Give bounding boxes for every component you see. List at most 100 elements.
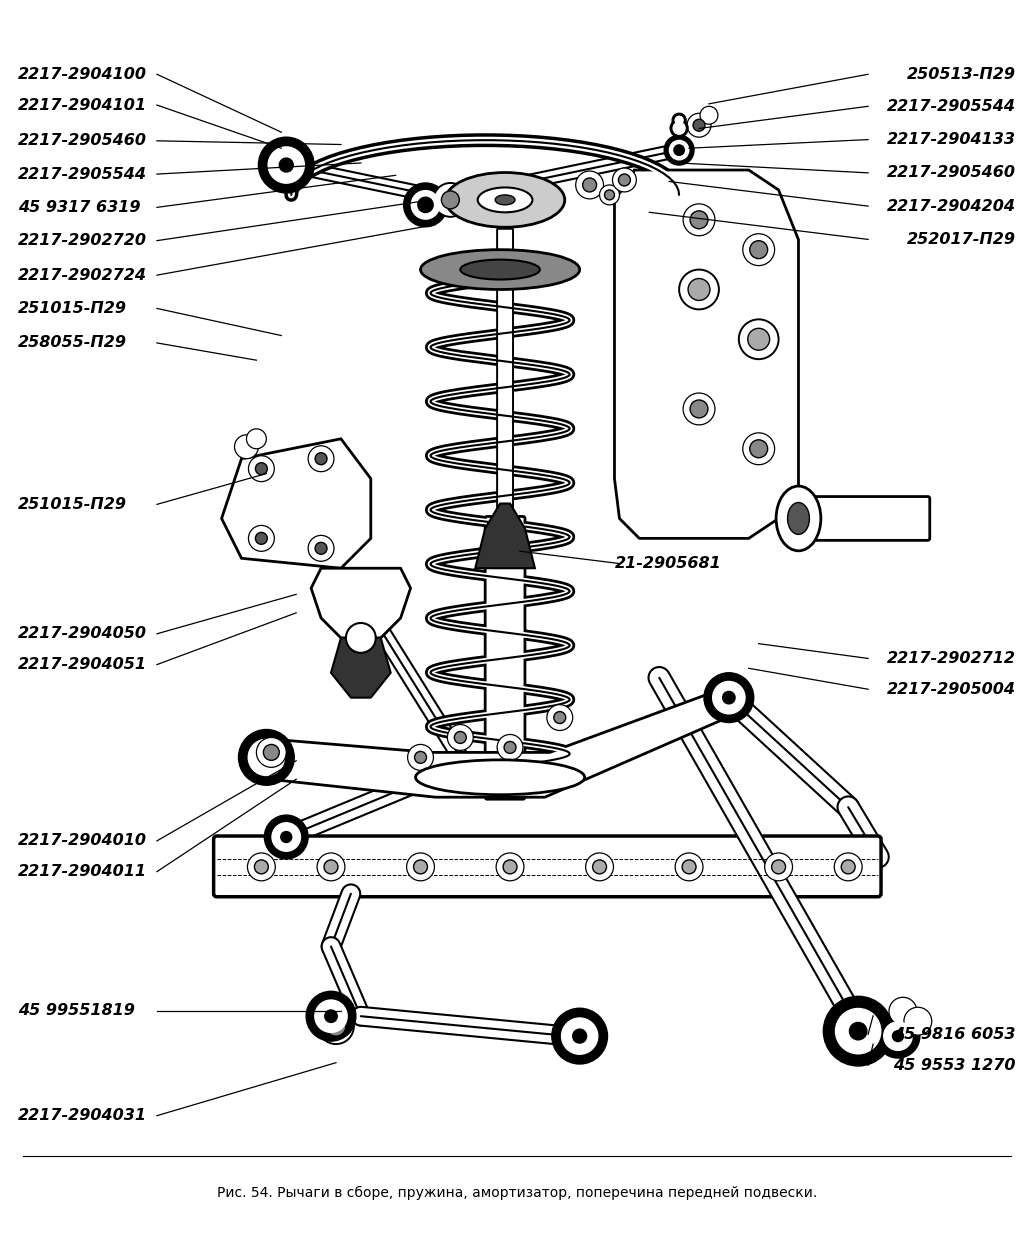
Ellipse shape	[239, 729, 295, 785]
Circle shape	[585, 853, 613, 880]
FancyBboxPatch shape	[214, 836, 881, 896]
Circle shape	[600, 184, 619, 204]
Circle shape	[687, 114, 711, 137]
Text: 2217-2904011: 2217-2904011	[19, 864, 147, 879]
Text: 252017-П29: 252017-П29	[907, 232, 1015, 246]
Circle shape	[683, 392, 714, 425]
Circle shape	[605, 189, 614, 199]
Circle shape	[246, 428, 267, 448]
Circle shape	[771, 860, 786, 874]
Circle shape	[592, 860, 607, 874]
Ellipse shape	[850, 1023, 866, 1040]
Ellipse shape	[823, 997, 893, 1066]
Text: 2217-2904050: 2217-2904050	[19, 626, 147, 641]
Circle shape	[679, 270, 719, 310]
Ellipse shape	[561, 1018, 598, 1055]
Circle shape	[688, 279, 710, 301]
Circle shape	[690, 210, 708, 229]
Circle shape	[315, 453, 327, 464]
Circle shape	[904, 1008, 932, 1035]
Circle shape	[690, 400, 708, 418]
Text: 2217-2905460: 2217-2905460	[887, 166, 1015, 181]
Circle shape	[669, 140, 689, 160]
Ellipse shape	[279, 158, 294, 172]
Circle shape	[742, 234, 774, 266]
Text: 45 9816 6053: 45 9816 6053	[893, 1026, 1015, 1042]
Text: 2217-2904133: 2217-2904133	[887, 132, 1015, 147]
Circle shape	[889, 998, 917, 1025]
Ellipse shape	[258, 137, 314, 193]
Ellipse shape	[788, 503, 810, 535]
Circle shape	[318, 1008, 354, 1044]
Ellipse shape	[260, 750, 273, 764]
Text: 2217-2905544: 2217-2905544	[887, 99, 1015, 114]
Circle shape	[255, 532, 268, 545]
Circle shape	[256, 738, 286, 768]
Circle shape	[582, 178, 597, 192]
Text: 2217-2902724: 2217-2902724	[19, 267, 147, 282]
Circle shape	[842, 860, 855, 874]
Circle shape	[670, 119, 688, 137]
Circle shape	[693, 119, 705, 131]
Circle shape	[346, 623, 375, 652]
Text: 258055-П29: 258055-П29	[19, 335, 127, 350]
Circle shape	[618, 175, 631, 186]
Circle shape	[675, 116, 683, 124]
Text: 2217-2904101: 2217-2904101	[19, 98, 147, 113]
FancyBboxPatch shape	[497, 229, 513, 550]
Text: 251015-П29: 251015-П29	[19, 301, 127, 316]
Circle shape	[235, 435, 258, 459]
Text: 45 9317 6319: 45 9317 6319	[19, 199, 141, 215]
FancyBboxPatch shape	[485, 516, 525, 800]
Polygon shape	[221, 438, 371, 568]
Text: 2217-2904051: 2217-2904051	[19, 657, 147, 672]
Circle shape	[675, 853, 703, 880]
Text: 2217-2905460: 2217-2905460	[19, 134, 147, 149]
Circle shape	[254, 860, 269, 874]
Ellipse shape	[325, 1010, 337, 1023]
Text: Рис. 54. Рычаги в сборе, пружина, амортизатор, поперечина передней подвески.: Рис. 54. Рычаги в сборе, пружина, аморти…	[217, 1186, 817, 1201]
Circle shape	[683, 204, 714, 235]
Circle shape	[433, 183, 467, 217]
Circle shape	[442, 191, 459, 209]
Text: 251015-П29: 251015-П29	[19, 496, 127, 511]
Text: 2217-2905544: 2217-2905544	[19, 167, 147, 182]
Circle shape	[317, 853, 345, 880]
Ellipse shape	[272, 823, 301, 852]
Ellipse shape	[268, 147, 304, 183]
Circle shape	[700, 106, 718, 124]
Circle shape	[742, 433, 774, 464]
Text: 2217-2902720: 2217-2902720	[19, 233, 147, 248]
Circle shape	[418, 197, 433, 213]
Circle shape	[247, 853, 275, 880]
Circle shape	[834, 853, 862, 880]
Ellipse shape	[495, 194, 515, 204]
Ellipse shape	[552, 1008, 608, 1063]
Ellipse shape	[892, 1031, 904, 1041]
Text: 250513-П29: 250513-П29	[907, 67, 1015, 82]
Polygon shape	[311, 568, 410, 638]
Ellipse shape	[835, 1009, 881, 1054]
Circle shape	[554, 712, 566, 723]
Circle shape	[448, 724, 474, 750]
Circle shape	[682, 860, 696, 874]
Circle shape	[406, 853, 434, 880]
Ellipse shape	[416, 760, 584, 795]
Circle shape	[255, 463, 268, 474]
Circle shape	[547, 704, 573, 730]
Ellipse shape	[265, 815, 308, 859]
Polygon shape	[614, 170, 798, 539]
Circle shape	[750, 439, 767, 458]
Ellipse shape	[723, 692, 735, 704]
Circle shape	[497, 734, 523, 760]
Polygon shape	[476, 504, 535, 568]
Ellipse shape	[281, 832, 292, 843]
Text: 2217-2904031: 2217-2904031	[19, 1108, 147, 1123]
Ellipse shape	[314, 1000, 347, 1032]
Circle shape	[407, 744, 433, 770]
Circle shape	[264, 744, 279, 760]
Ellipse shape	[884, 1021, 912, 1050]
Ellipse shape	[446, 172, 565, 228]
Circle shape	[248, 525, 274, 551]
Circle shape	[415, 751, 426, 764]
